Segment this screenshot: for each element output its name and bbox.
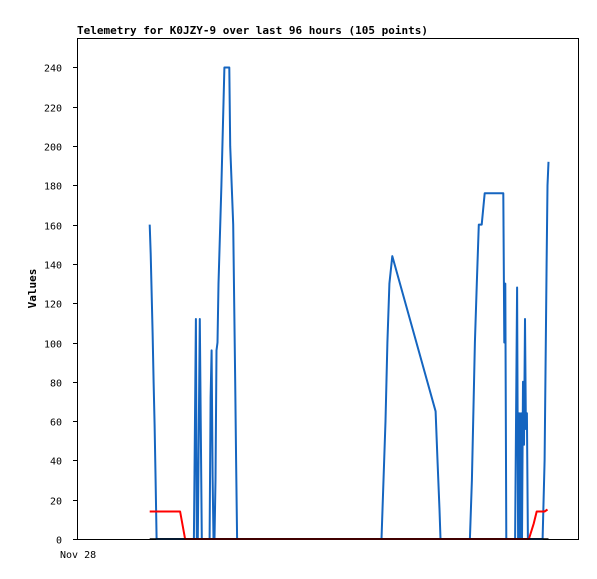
y-tick-label: 160: [44, 222, 62, 233]
y-tick-label: 80: [50, 379, 62, 390]
y-tick-label: 220: [44, 104, 62, 115]
chart-title: Telemetry for K0JZY-9 over last 96 hours…: [77, 24, 428, 37]
y-tick-label: 200: [44, 143, 62, 154]
y-tick-label: 100: [44, 340, 62, 351]
plot-frame: [77, 38, 579, 540]
y-tick-label: 20: [50, 497, 62, 508]
y-tick-label: 140: [44, 261, 62, 272]
y-tick-label: 180: [44, 182, 62, 193]
x-tick-label: Nov 28: [60, 550, 96, 561]
series-line-red: [149, 508, 549, 540]
x-axis-ticks: Nov 28: [60, 550, 96, 561]
y-tick-label: 240: [44, 64, 62, 75]
y-tick-label: 60: [50, 418, 62, 429]
y-tick-label: 40: [50, 457, 62, 468]
y-tick-label: 0: [56, 536, 62, 547]
y-tick-label: 120: [44, 300, 62, 311]
y-axis-label: Values: [26, 269, 39, 309]
series-group: [148, 66, 550, 540]
y-axis-ticks: 0 20 40 60 80 100 120 140 160 180 200 220 240: [44, 64, 77, 547]
